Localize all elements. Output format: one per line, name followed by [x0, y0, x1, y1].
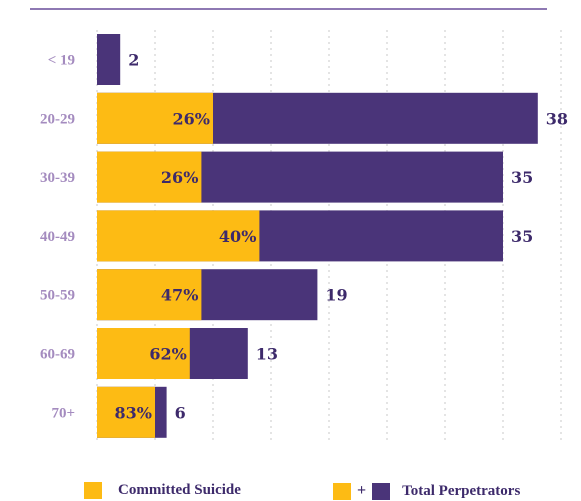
bar-suicide-1: [97, 92, 213, 144]
bar-total-0: [97, 34, 121, 85]
total-value-label-1: 38: [546, 109, 568, 128]
category-label-6: 70+: [51, 405, 75, 421]
legend-label-total: Total Perpetrators: [402, 482, 521, 499]
legend-plus: +: [357, 482, 367, 499]
legend-swatch-perpetrators: [372, 482, 391, 500]
percent-label-5: 62%: [149, 345, 186, 364]
category-label-1: 20-29: [40, 111, 75, 127]
legend-item-suicide: Committed Suicide: [84, 482, 241, 499]
total-value-label-4: 19: [325, 286, 347, 305]
percent-label-2: 26%: [161, 168, 198, 187]
category-label-5: 60-69: [40, 347, 75, 363]
bar-suicide-4: [97, 269, 202, 321]
total-value-label-0: 2: [128, 51, 139, 70]
legend-swatch-suicide: [84, 482, 102, 499]
category-label-3: 40-49: [40, 229, 75, 245]
labels: < 19 2 20-29 38 26% 30-39 35 26% 40-49 35 40% 50-59…: [40, 51, 568, 423]
total-value-label-5: 13: [256, 345, 278, 364]
bar-suicide-3: [97, 210, 260, 262]
category-label-0: < 19: [48, 53, 75, 69]
category-label-4: 50-59: [40, 288, 75, 304]
bar-suicide-5: [97, 328, 190, 379]
legend-item-total: + Total Perpetrators: [333, 482, 520, 500]
legend-swatch-suicide-combined: [333, 482, 351, 500]
percent-label-1: 26%: [173, 109, 210, 128]
total-value-label-2: 35: [511, 168, 533, 187]
percent-label-4: 47%: [161, 286, 198, 305]
bar-suicide-6: [97, 386, 155, 438]
bars: [97, 34, 538, 438]
total-value-label-3: 35: [511, 227, 533, 246]
total-value-label-6: 6: [175, 403, 186, 422]
legend-label-suicide: Committed Suicide: [118, 482, 241, 498]
category-label-2: 30-39: [40, 170, 75, 186]
bar-suicide-2: [97, 151, 202, 203]
legend: Committed Suicide + Total Perpetrators: [0, 482, 581, 501]
percent-label-6: 83%: [115, 403, 152, 422]
percent-label-3: 40%: [219, 227, 256, 246]
